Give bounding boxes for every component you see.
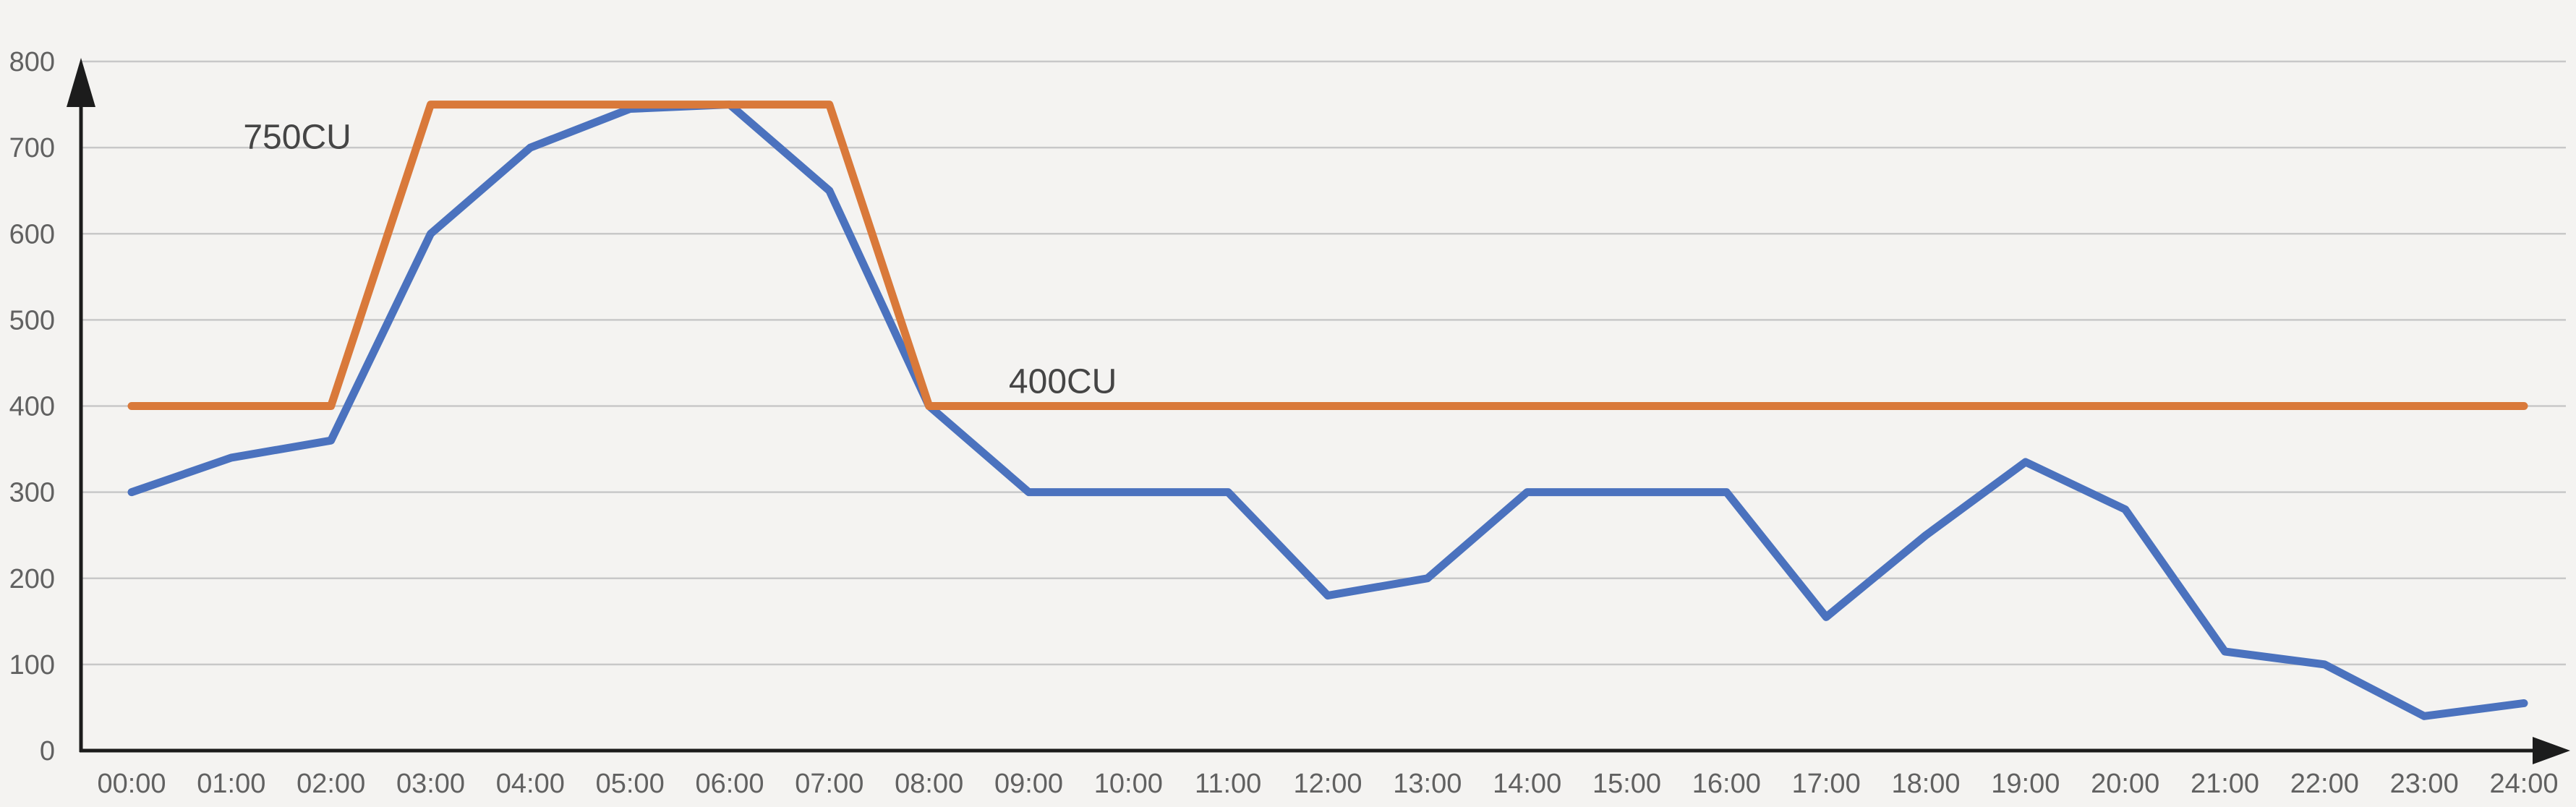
gridlines (81, 60, 2566, 666)
x-axis-tick-labels: 00:00 01:00 02:00 03:00 04:00 05:00 06:00 07:00… (97, 769, 2558, 799)
y-tick-label-100: 100 (9, 650, 55, 680)
y-tick-label-200: 200 (9, 564, 55, 594)
orange-line (127, 101, 2528, 410)
x-tick-label-01:00: 01:00 (197, 769, 265, 799)
x-tick-label-06:00: 06:00 (695, 769, 764, 799)
annotation-400cu: 400CU (1009, 363, 1117, 401)
x-axis-arrow-icon (2533, 737, 2570, 764)
series-lines (127, 101, 2528, 720)
y-tick-label-0: 0 (40, 736, 55, 767)
y-tick-label-600: 600 (9, 219, 55, 249)
x-tick-label-23:00: 23:00 (2390, 769, 2459, 799)
x-tick-label-16:00: 16:00 (1692, 769, 1761, 799)
x-tick-label-11:00: 11:00 (1195, 769, 1261, 799)
y-tick-label-700: 700 (9, 133, 55, 163)
y-tick-label-400: 400 (9, 392, 55, 422)
annotation-750cu: 750CU (243, 118, 351, 156)
x-tick-label-13:00: 13:00 (1393, 769, 1462, 799)
x-tick-label-00:00: 00:00 (97, 769, 166, 799)
y-tick-label-300: 300 (9, 478, 55, 508)
y-axis-tick-labels: 0 100 200 300 400 500 600 700 800 (9, 47, 55, 767)
x-tick-label-05:00: 05:00 (596, 769, 665, 799)
y-tick-label-500: 500 (9, 305, 55, 336)
x-tick-label-14:00: 14:00 (1493, 769, 1561, 799)
x-tick-label-03:00: 03:00 (396, 769, 465, 799)
y-axis-arrow-icon (67, 58, 95, 107)
x-tick-label-20:00: 20:00 (2091, 769, 2159, 799)
axes (67, 58, 2570, 764)
y-tick-label-800: 800 (9, 47, 55, 77)
x-tick-label-10:00: 10:00 (1094, 769, 1163, 799)
x-tick-label-22:00: 22:00 (2290, 769, 2359, 799)
annotations: 750CU 400CU (243, 118, 1117, 401)
x-tick-label-21:00: 21:00 (2191, 769, 2259, 799)
x-tick-label-09:00: 09:00 (994, 769, 1063, 799)
x-tick-label-02:00: 02:00 (297, 769, 365, 799)
x-tick-label-15:00: 15:00 (1592, 769, 1661, 799)
x-tick-label-18:00: 18:00 (1891, 769, 1960, 799)
x-tick-label-07:00: 07:00 (795, 769, 863, 799)
blue-line (127, 101, 2528, 720)
x-tick-label-04:00: 04:00 (496, 769, 565, 799)
x-tick-label-24:00: 24:00 (2489, 769, 2558, 799)
x-tick-label-19:00: 19:00 (1991, 769, 2060, 799)
x-tick-label-17:00: 17:00 (1792, 769, 1861, 799)
x-tick-label-12:00: 12:00 (1293, 769, 1362, 799)
x-tick-label-08:00: 08:00 (895, 769, 963, 799)
